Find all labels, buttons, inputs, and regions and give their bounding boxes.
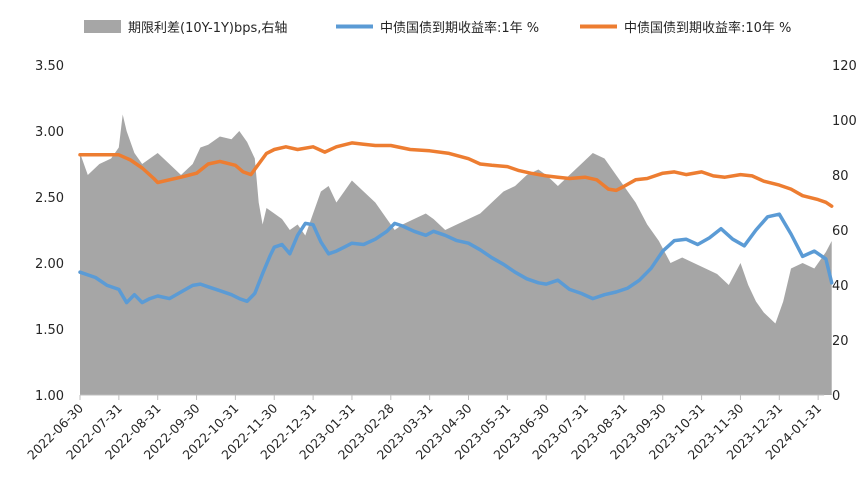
yield-1y-line: [78, 212, 834, 305]
legend-label-y10: 中债国债到期收益率:10年 %: [624, 20, 791, 36]
right-tick: 0: [832, 389, 840, 404]
right-tick: 120: [832, 59, 857, 74]
legend-label-y1: 中债国债到期收益率:1年 %: [380, 20, 539, 36]
x-axis-labels: 2022-06-302022-07-312022-08-312022-09-30…: [24, 400, 824, 462]
right-tick: 60: [832, 224, 849, 239]
yield-10y-line: [78, 141, 834, 208]
left-tick: 2.50: [35, 191, 64, 206]
right-axis-ticks: 0 20 40 60 80 100 120: [832, 59, 857, 404]
right-tick: 40: [832, 279, 849, 294]
right-tick: 80: [832, 169, 849, 184]
legend-swatch-spread: [84, 20, 121, 33]
left-tick: 1.00: [35, 389, 64, 404]
left-axis-ticks: 1.00 1.50 2.00 2.50 3.00 3.50: [35, 59, 64, 404]
plot-area: [78, 114, 834, 400]
legend: 期限利差(10Y-1Y)bps,右轴 中债国债到期收益率:1年 % 中债国债到期…: [84, 20, 791, 36]
left-tick: 3.00: [35, 125, 64, 140]
left-tick: 1.50: [35, 323, 64, 338]
left-tick: 2.00: [35, 257, 64, 272]
left-tick: 3.50: [35, 59, 64, 74]
right-tick: 20: [832, 334, 849, 349]
right-tick: 100: [832, 114, 857, 129]
spread-area: [80, 114, 832, 395]
legend-label-spread: 期限利差(10Y-1Y)bps,右轴: [128, 21, 287, 36]
